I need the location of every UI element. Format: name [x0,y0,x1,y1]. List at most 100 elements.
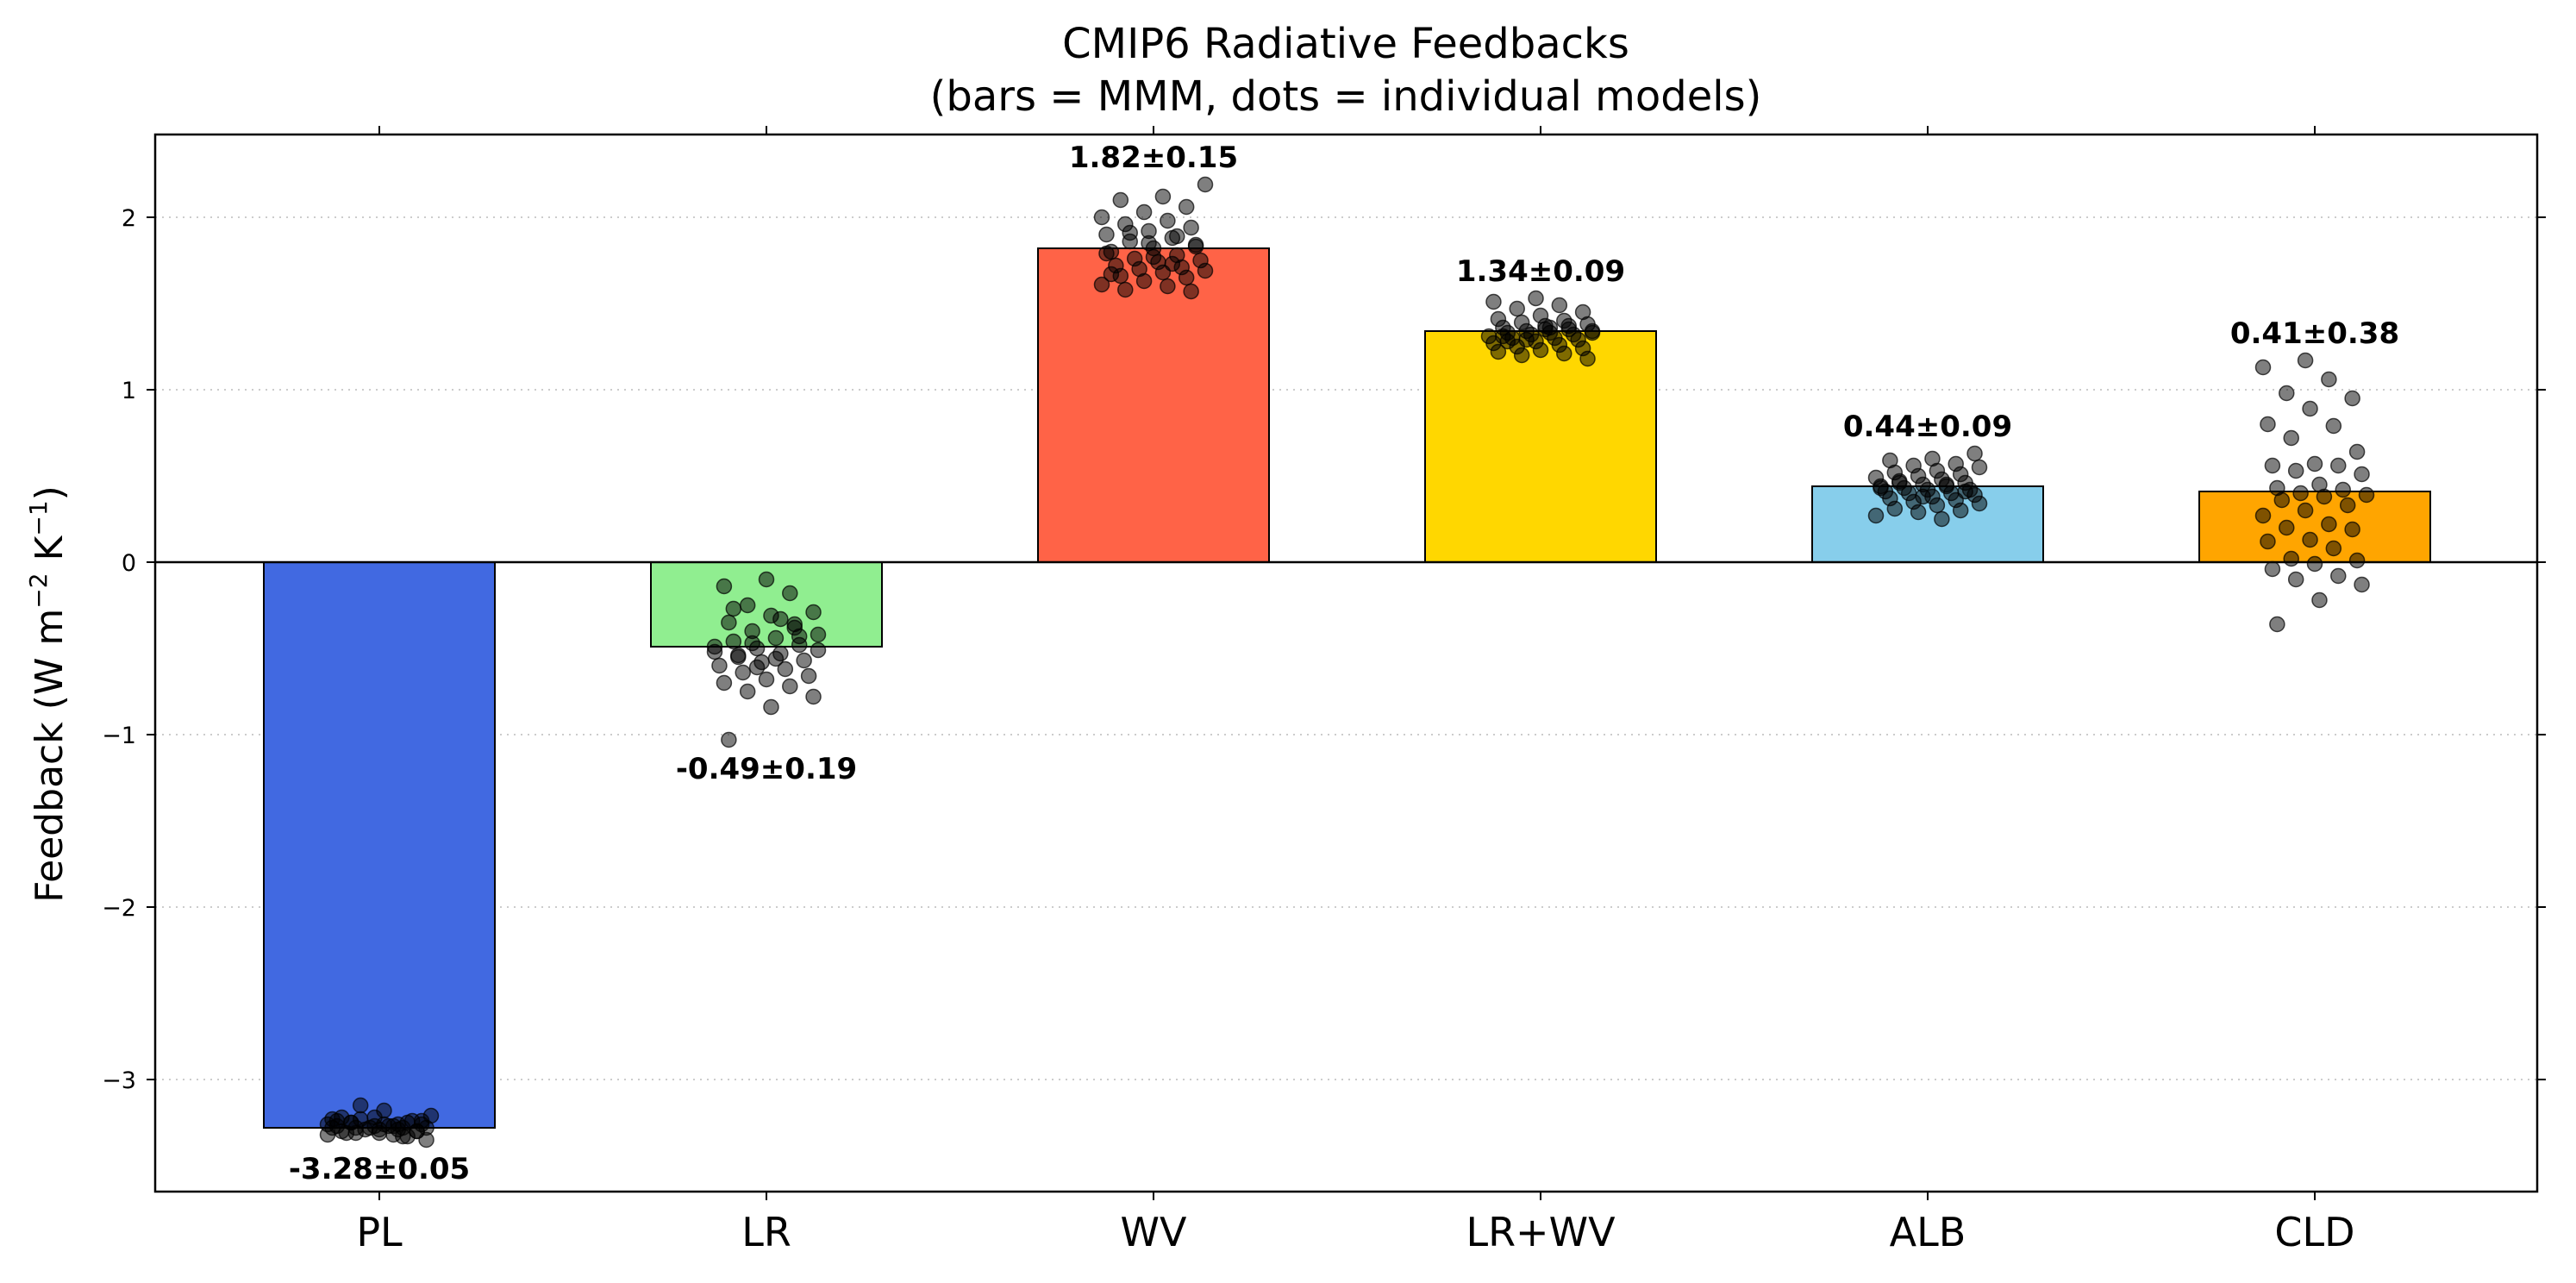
x-tick-label: PL [356,1209,403,1255]
model-dot [1098,245,1115,262]
model-dot [1183,219,1199,236]
model-dot [1579,350,1596,367]
model-dot [2311,591,2328,609]
bar-value-label: 0.41±0.38 [2230,316,2399,351]
plot-frame [153,133,2539,1193]
model-dot [2335,481,2351,498]
model-dot [1556,345,1572,362]
model-dot [725,633,742,650]
model-dot [1929,497,1946,514]
y-axis-label-part3: ) [28,485,72,500]
model-dot [1145,248,1162,266]
model-dot [2325,540,2342,557]
bar-value-label: -3.28±0.05 [289,1152,470,1186]
model-dot [2316,488,2333,505]
model-dot [1154,188,1172,205]
y-tick-label: 0 [122,550,136,577]
model-dot [735,664,751,681]
grid-lines [155,216,2537,1080]
model-dot [744,635,760,652]
model-dot [1971,459,1988,476]
model-dot [1141,235,1157,252]
model-dot [796,652,812,669]
model-dot [2264,457,2281,474]
model-dot [2348,552,2366,569]
y-axis-label-part1: Feedback (W m [28,609,72,903]
model-dot [1098,226,1115,243]
model-dot [763,698,779,716]
model-dot [2283,550,2299,567]
y-axis-label-sup2: −1 [24,500,53,535]
model-dot [2339,497,2356,514]
model-dot [1513,347,1530,364]
model-dot [1187,238,1204,255]
model-dot [1183,283,1199,300]
model-dot [1915,488,1931,505]
model-dot [2254,359,2272,376]
model-dot [2292,485,2309,502]
model-dot [1093,209,1110,226]
model-dot [711,657,728,674]
model-dot [2306,555,2323,573]
model-dot [2287,571,2304,588]
model-dot [2321,371,2337,388]
model-dot [1891,474,1908,491]
model-dot [2287,462,2304,479]
model-dot [1169,228,1185,245]
model-dot [1197,262,1214,279]
model-dot [721,614,737,631]
y-tick-label: 2 [122,205,136,232]
model-dot [1584,324,1601,341]
model-dot [418,1131,435,1148]
model-dot [2264,560,2281,578]
model-dot [2306,455,2323,473]
bar-wv [1037,247,1270,563]
bar-pl [263,561,496,1129]
model-dot [2297,352,2314,369]
model-dot [739,683,756,700]
model-dot [1560,317,1577,335]
bar-lr-wv [1424,330,1657,563]
model-dot [2279,385,2295,402]
model-dot [2358,486,2375,504]
model-dot [334,1109,350,1126]
model-dot [767,650,785,667]
bar-value-label: 0.44±0.09 [1843,410,2012,444]
model-dot [2321,516,2337,533]
chart-title-line2: (bars = MMM, dots = individual models) [930,72,1762,121]
model-dot [1103,266,1120,283]
model-dot [1197,176,1214,193]
model-dot [376,1102,392,1119]
y-axis-label-part2: K [28,535,72,573]
model-dot [2354,576,2370,593]
model-dot [1160,278,1176,295]
model-dot [1135,272,1153,290]
model-dot [805,688,822,705]
model-dot [810,642,827,659]
chart-title-line1: CMIP6 Radiative Feedbacks [1062,20,1629,68]
model-dot [2344,521,2360,538]
model-dot [399,1128,416,1145]
model-dot [782,678,798,695]
model-dot [758,571,775,588]
model-dot [800,667,817,685]
model-dot [347,1119,364,1136]
model-dot [1966,445,1983,462]
model-dot [810,626,827,643]
model-dot [1509,300,1525,317]
model-dot [2260,533,2276,550]
model-dot [716,578,733,595]
model-dot [1528,290,1544,307]
y-tick-label: −2 [102,895,136,922]
model-dot [2283,429,2299,447]
model-dot [1910,504,1927,521]
y-axis-label: Feedback (W m−2 K−1) [24,485,72,903]
model-dot [805,604,822,621]
model-dot [1178,198,1195,216]
model-dot [2330,457,2347,474]
model-dot [1873,479,1889,497]
model-dot [2269,616,2285,633]
model-dot [1093,276,1110,293]
model-dot [1934,510,1950,528]
